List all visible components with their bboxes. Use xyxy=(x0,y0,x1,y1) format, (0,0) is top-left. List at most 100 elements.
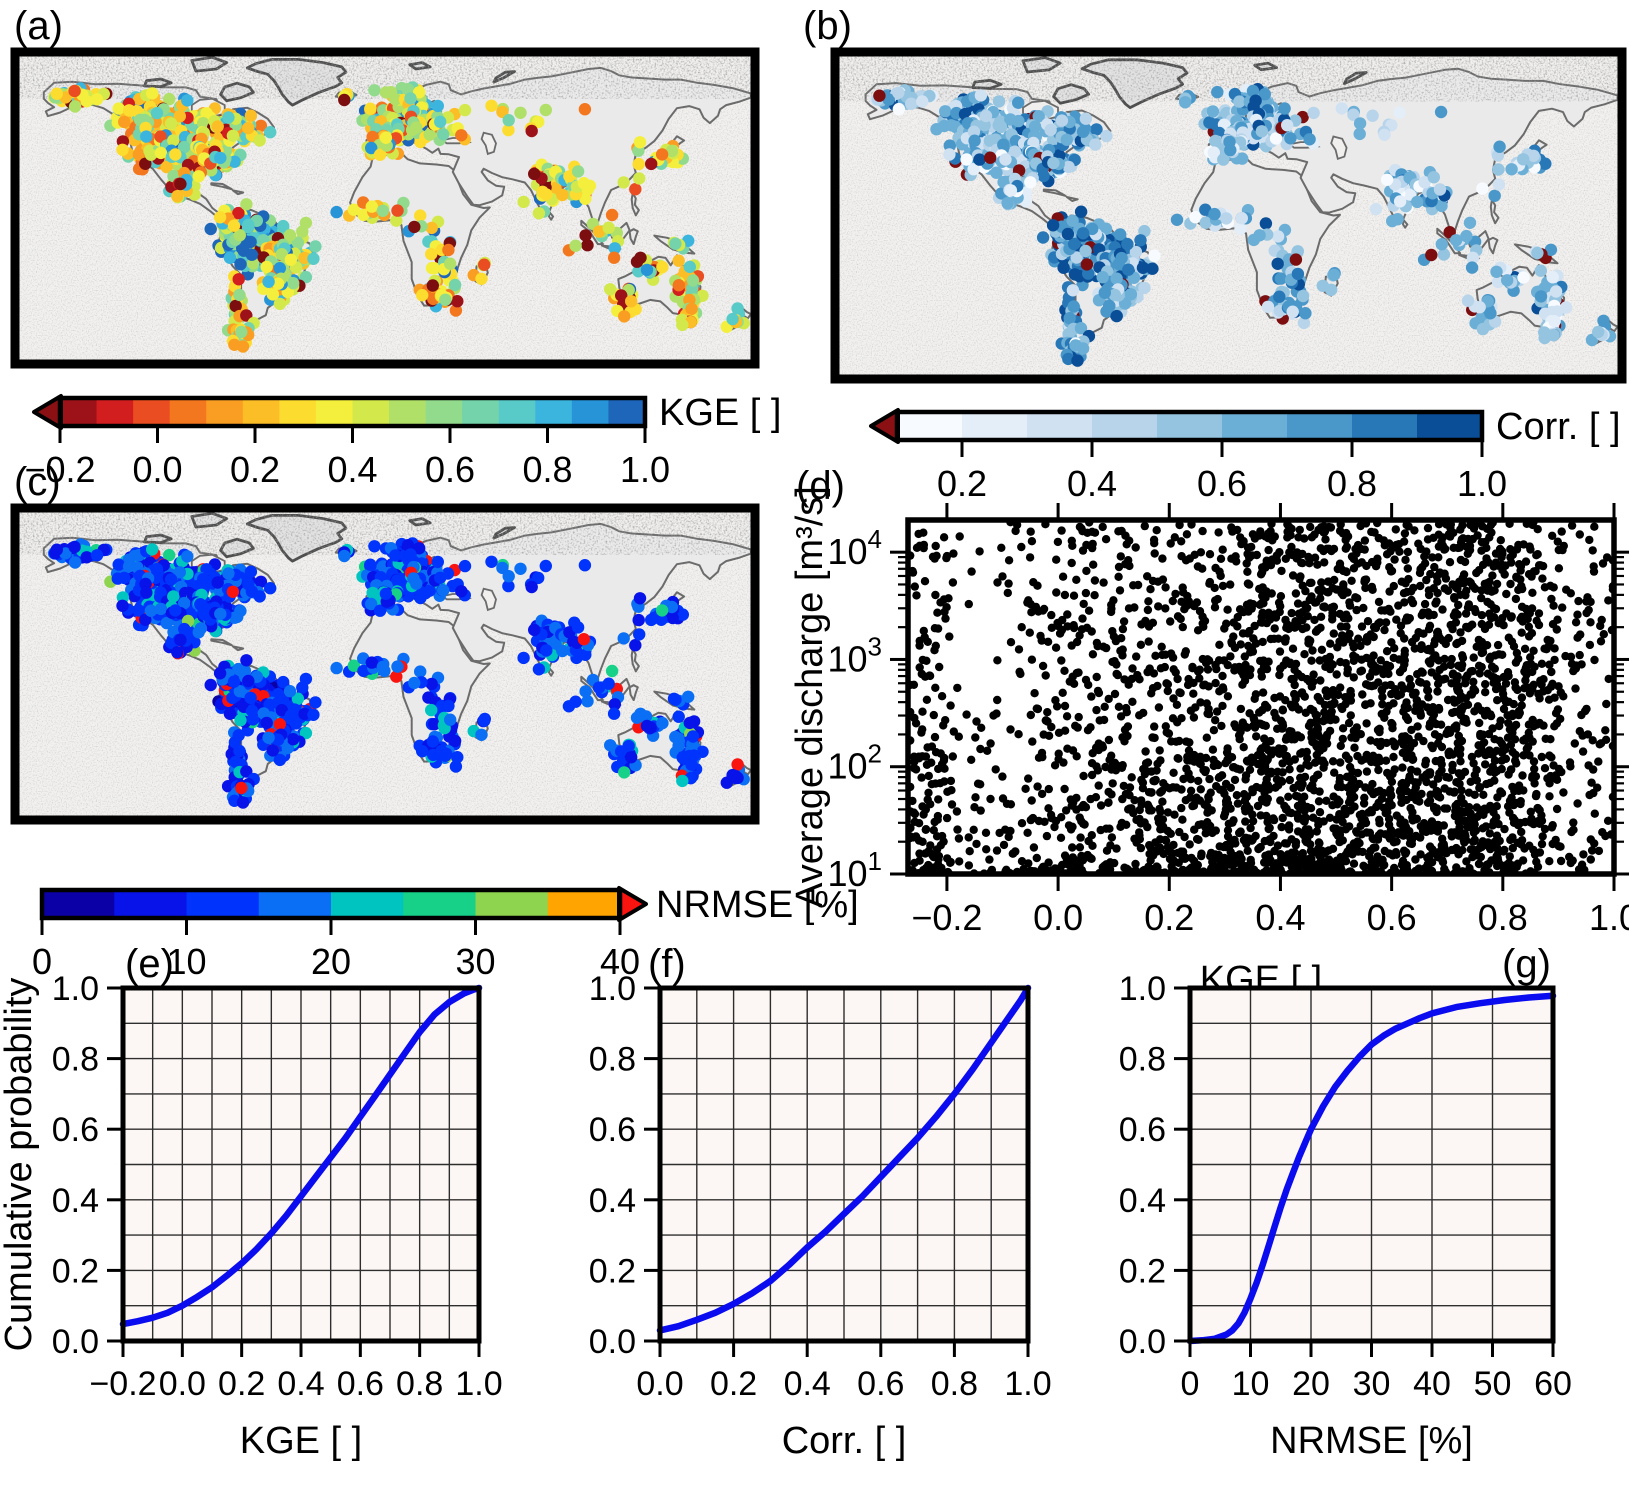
station-dot xyxy=(592,681,606,694)
data-point xyxy=(1044,804,1053,813)
station-dot xyxy=(365,200,378,213)
station-dot xyxy=(1366,109,1379,122)
station-dot xyxy=(277,675,290,689)
station-dot xyxy=(254,119,268,132)
station-dot xyxy=(271,733,285,746)
station-dot xyxy=(1296,289,1310,303)
station-dot xyxy=(118,571,131,585)
station-dot xyxy=(1179,96,1192,109)
station-dot xyxy=(945,119,958,132)
station-dot xyxy=(514,106,527,119)
station-dot xyxy=(214,151,227,165)
data-point xyxy=(1273,724,1282,733)
station-dot xyxy=(68,556,82,569)
station-dot xyxy=(174,177,187,191)
colorbar-segment xyxy=(1222,412,1288,440)
colorbar-tick-label: 0 xyxy=(32,941,52,982)
station-dot xyxy=(1012,96,1025,109)
colorbar-segment xyxy=(389,398,427,426)
station-dot xyxy=(1476,182,1489,195)
station-dot xyxy=(1211,85,1224,99)
station-dot xyxy=(578,103,592,116)
station-dot xyxy=(1434,105,1448,119)
colorbar-segment xyxy=(96,398,134,426)
colorbar-segment xyxy=(425,398,463,426)
station-dot xyxy=(569,695,582,708)
station-dot xyxy=(171,646,184,659)
station-dots xyxy=(870,83,1617,367)
station-dot xyxy=(882,93,895,106)
station-dot xyxy=(296,681,309,694)
colorbar-segment xyxy=(331,890,404,918)
station-dot xyxy=(90,93,104,106)
colorbar-segment xyxy=(1287,412,1353,440)
station-dot xyxy=(235,325,248,339)
station-dot xyxy=(1517,271,1530,284)
data-point xyxy=(1346,711,1355,720)
data-point xyxy=(919,626,928,636)
station-dot xyxy=(284,709,297,722)
station-dot xyxy=(442,699,455,713)
station-dot xyxy=(615,745,628,758)
station-dot xyxy=(1136,261,1150,274)
station-dot xyxy=(291,236,305,249)
colorbar-segment xyxy=(1027,412,1093,440)
station-dot xyxy=(1261,300,1275,313)
station-dot xyxy=(1008,145,1022,158)
station-dot xyxy=(656,716,669,730)
station-dot xyxy=(408,676,421,690)
station-dot xyxy=(213,667,227,680)
station-dot xyxy=(1549,285,1563,298)
station-dot xyxy=(442,243,455,257)
station-dot xyxy=(967,163,980,176)
station-dot xyxy=(633,172,646,185)
station-dot xyxy=(426,279,439,292)
data-point xyxy=(1588,546,1597,555)
station-dot xyxy=(365,656,378,669)
station-dot xyxy=(633,592,647,605)
station-dot xyxy=(1146,262,1159,275)
station-dot xyxy=(139,157,152,170)
station-dot xyxy=(287,277,300,290)
station-dot xyxy=(1234,222,1247,235)
station-dot xyxy=(262,275,275,288)
data-point xyxy=(1114,572,1123,581)
colorbar-segment xyxy=(279,398,317,426)
station-dot xyxy=(1327,268,1341,282)
station-dot xyxy=(997,138,1010,151)
station-dot xyxy=(625,295,638,308)
colorbar-segment xyxy=(206,398,244,426)
station-dot xyxy=(1418,176,1431,189)
station-dot xyxy=(726,768,739,782)
station-dot xyxy=(242,577,255,591)
station-dot xyxy=(1233,95,1246,108)
station-dot xyxy=(916,95,929,108)
data-point xyxy=(1118,624,1128,634)
data-point xyxy=(1173,674,1182,684)
station-dot xyxy=(1121,237,1134,251)
station-dot xyxy=(683,716,696,730)
station-dot xyxy=(655,604,669,617)
station-dot xyxy=(645,157,658,171)
station-dot xyxy=(50,543,63,556)
station-dot xyxy=(1369,202,1383,216)
station-dot xyxy=(1449,234,1463,247)
data-point xyxy=(1150,549,1159,558)
colorbar-segment xyxy=(133,398,171,426)
station-dot xyxy=(633,628,646,641)
station-dot xyxy=(233,229,246,242)
landmass-philippines xyxy=(1489,198,1500,225)
station-dot xyxy=(618,766,631,779)
station-dot xyxy=(192,170,205,183)
station-dot xyxy=(244,691,257,705)
station-dot xyxy=(960,153,973,166)
panel-c-label: (c) xyxy=(14,460,61,504)
station-dot xyxy=(431,99,444,113)
station-dot xyxy=(1274,272,1288,285)
station-dot xyxy=(1066,284,1080,297)
colorbar-segment xyxy=(114,890,188,918)
station-dot xyxy=(234,714,247,727)
station-dot xyxy=(154,586,167,599)
